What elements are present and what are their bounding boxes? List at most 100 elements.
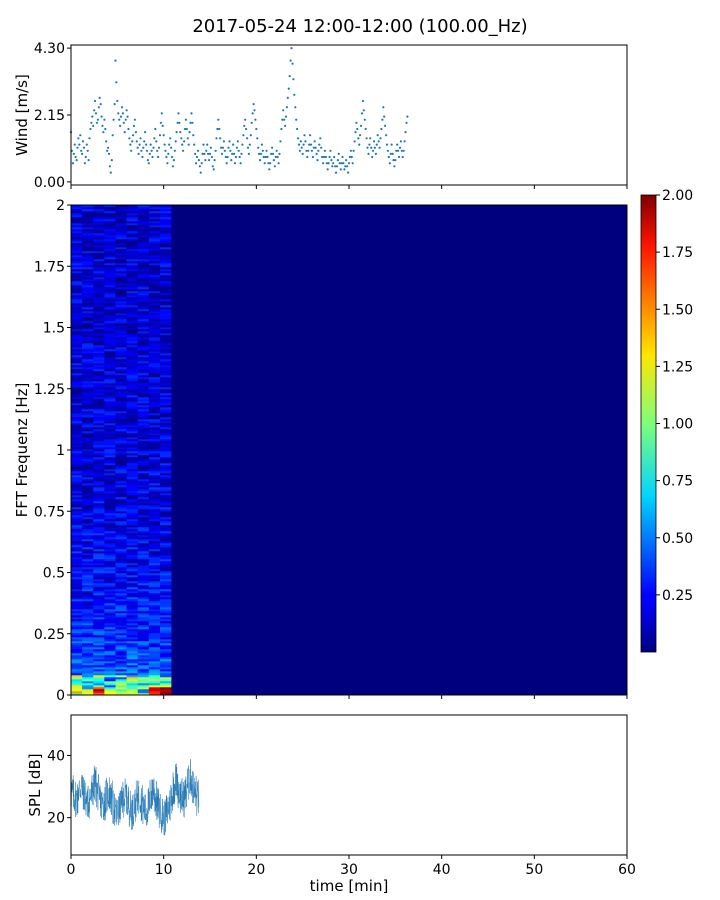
wind-point: [362, 109, 365, 112]
spectrogram-cell: [104, 413, 116, 416]
spectrogram-cell: [148, 519, 161, 522]
spectrogram-cell: [71, 273, 83, 276]
spectrogram-cell: [159, 223, 172, 226]
spectrogram-cell: [71, 265, 83, 268]
spectrogram-cell: [159, 545, 172, 548]
spectrogram-cell: [148, 213, 161, 216]
spectrogram-cell: [137, 627, 150, 630]
spectrogram-cell: [93, 577, 105, 580]
spectrogram-cell: [93, 299, 105, 302]
wind-point: [367, 152, 370, 155]
spectrogram-cell: [104, 381, 116, 384]
spectrogram-cell: [137, 661, 150, 664]
spectrogram-cell: [93, 455, 105, 458]
spectrogram-cell: [71, 677, 83, 680]
wind-point: [376, 134, 379, 137]
spectrogram-cell: [82, 259, 94, 262]
spectrogram-cell: [71, 567, 83, 570]
wind-point: [170, 155, 174, 159]
spl-y-tick-label: 40: [47, 748, 65, 764]
spectrogram-cell: [115, 323, 127, 326]
spectrogram-cell: [148, 415, 161, 418]
spectrogram-cell: [115, 633, 127, 636]
spectrogram-cell: [126, 467, 139, 470]
spectrogram-cell: [137, 411, 150, 414]
wind-point: [370, 146, 373, 149]
spectrogram-cell: [126, 329, 139, 332]
spectrogram-cell: [115, 469, 127, 472]
spectrogram-cell: [137, 689, 150, 692]
spectrogram-cell: [137, 531, 150, 534]
spectrogram-cell: [71, 225, 83, 228]
spectrogram-cell: [126, 345, 139, 348]
spectrogram-cell: [115, 441, 127, 444]
spectrogram-cell: [148, 413, 161, 416]
spectrogram-cell: [126, 407, 139, 410]
spectrogram-cell: [115, 635, 127, 638]
spectrogram-cell: [159, 647, 172, 650]
spectrogram-cell: [137, 617, 150, 620]
spectrogram-cell: [159, 427, 172, 430]
spectrogram-cell: [82, 253, 94, 256]
spl-y-label: SPL [dB]: [26, 753, 44, 816]
spectrogram-cell: [115, 333, 127, 336]
spectrogram-cell: [71, 601, 83, 604]
spectrogram-cell: [115, 247, 127, 250]
spectrogram-cell: [93, 531, 105, 534]
spectrogram-cell: [82, 585, 94, 588]
spectrogram-cell: [159, 501, 172, 504]
spectrogram-cell: [159, 447, 172, 450]
spectrogram-cell: [137, 333, 150, 336]
spectrogram-cell: [126, 245, 139, 248]
spectrogram-cell: [82, 401, 94, 404]
spectrogram-cell: [148, 357, 161, 360]
spectrogram-cell: [93, 513, 105, 516]
spectrogram-cell: [137, 569, 150, 572]
spectrogram-cell: [93, 469, 105, 472]
spectrogram-cell: [126, 587, 139, 590]
spectrogram-cell: [104, 477, 116, 480]
spectrogram-cell: [126, 653, 139, 656]
spectrogram-cell: [71, 661, 83, 664]
spectrogram-cell: [115, 241, 127, 244]
spectrogram-cell: [104, 679, 116, 682]
spectrogram-cell: [104, 323, 116, 326]
spectrogram-cell: [137, 279, 150, 282]
spectrogram-cell: [115, 495, 127, 498]
spectrogram-cell: [148, 633, 161, 636]
spectrogram-cell: [148, 687, 161, 690]
wind-point: [343, 168, 346, 171]
spectrogram-cell: [126, 311, 139, 314]
wind-point: [201, 152, 204, 155]
spectrogram-cell: [126, 261, 139, 264]
spectrogram-cell: [148, 249, 161, 252]
spectrogram-cell: [137, 353, 150, 356]
spectrogram-cell: [159, 639, 172, 642]
spectrogram-cell: [104, 379, 116, 382]
spectrogram-cell: [126, 629, 139, 632]
spectrogram-cell: [71, 599, 83, 602]
spectrogram-cell: [71, 329, 83, 332]
spectrogram-cell: [104, 619, 116, 622]
spectrogram-cell: [137, 519, 150, 522]
spectrogram-cell: [159, 419, 172, 422]
spectrogram-cell: [137, 487, 150, 490]
spectrogram-cell: [148, 693, 161, 696]
spectrogram-cell: [159, 619, 172, 622]
spectrogram-cell: [137, 691, 150, 694]
spectrogram-cell: [93, 383, 105, 386]
spectrogram-cell: [71, 665, 83, 668]
spectrogram-cell: [115, 607, 127, 610]
spectrogram-cell: [82, 291, 94, 294]
wind-point: [246, 146, 250, 149]
spectrogram-cell: [104, 587, 116, 590]
spectrogram-cell: [137, 293, 150, 296]
spectrogram-cell: [159, 329, 172, 332]
spectrogram-cell: [115, 281, 127, 284]
spectrogram-cell: [71, 687, 83, 690]
spectrogram-cell: [82, 321, 94, 324]
spectrogram-cell: [93, 285, 105, 288]
spectrogram-cell: [104, 461, 116, 464]
wind-point: [184, 118, 187, 121]
spectrogram-cell: [82, 391, 94, 394]
